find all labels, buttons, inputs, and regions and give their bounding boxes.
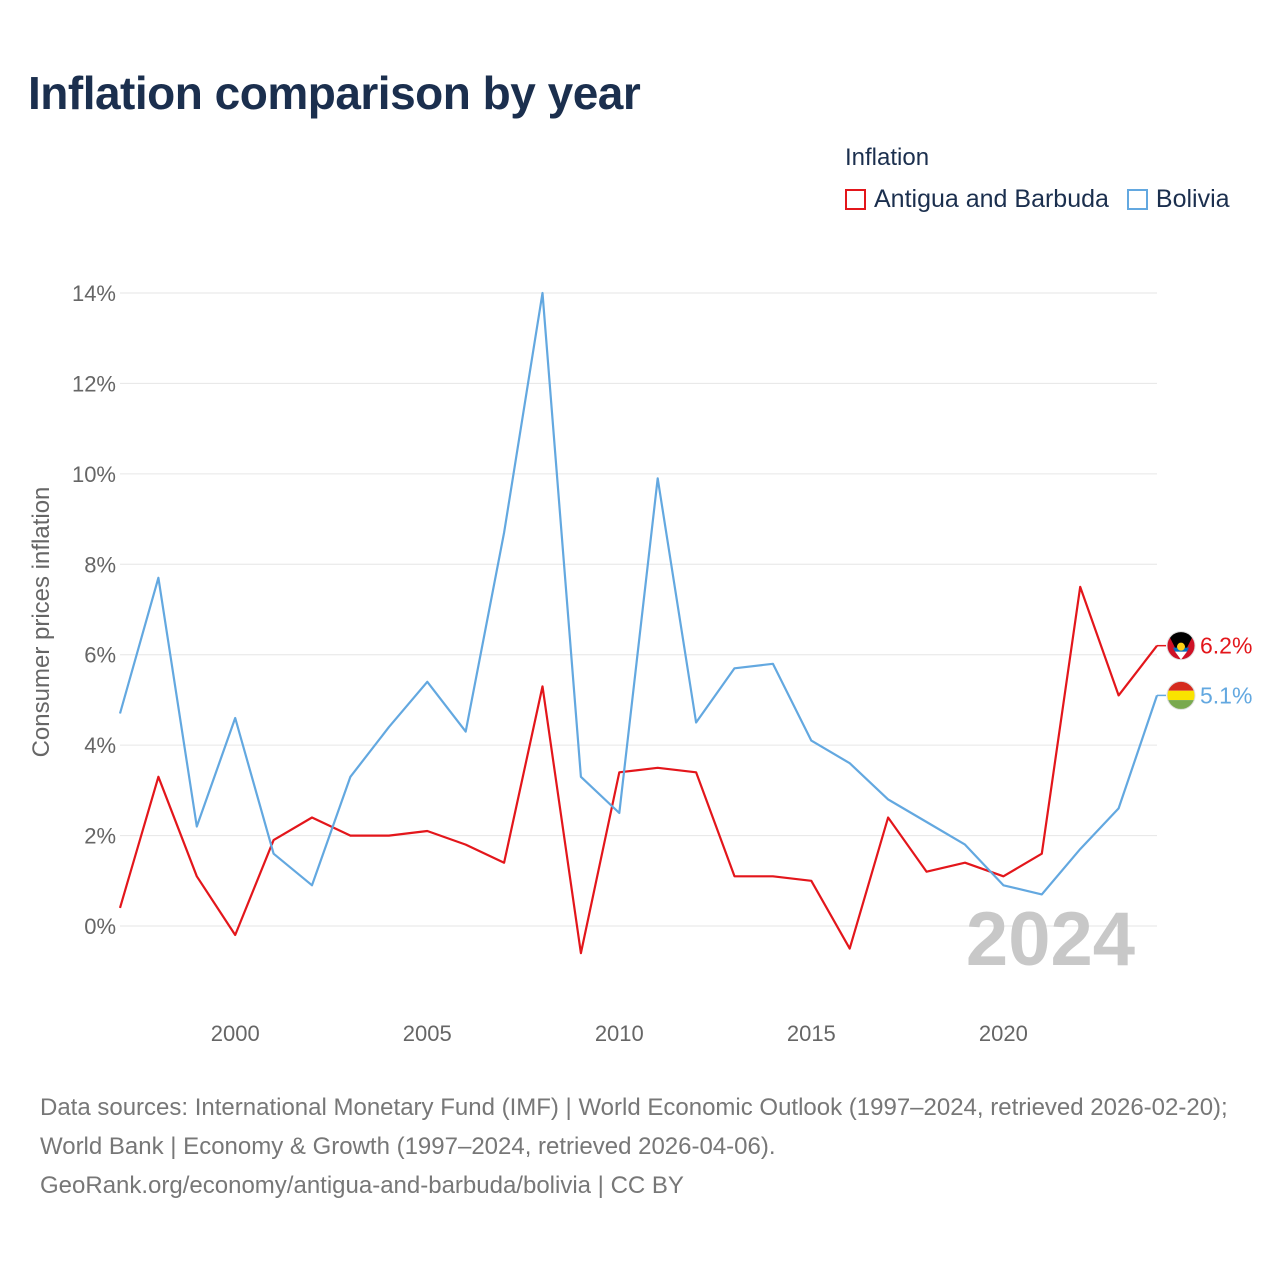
x-axis-ticks: 2000 2005 2010 2015 2020 <box>211 1021 1028 1046</box>
data-point-bolivia[interactable] <box>271 851 277 857</box>
data-point-bolivia[interactable] <box>463 729 469 735</box>
legend-label-bolivia: Bolivia <box>1155 185 1230 213</box>
data-point-antigua[interactable] <box>578 950 584 956</box>
series-lines <box>117 290 1159 956</box>
data-point-bolivia[interactable] <box>616 810 622 816</box>
y-tick-label: 0% <box>84 914 116 939</box>
footer: Data sources: International Monetary Fun… <box>40 1088 1250 1205</box>
data-point-antigua[interactable] <box>271 837 277 843</box>
legend-title: Inflation <box>845 144 930 171</box>
data-point-bolivia[interactable] <box>578 774 584 780</box>
y-tick-label: 14% <box>72 281 116 306</box>
end-value-label-bolivia: 5.1% <box>1200 682 1252 708</box>
y-tick-label: 12% <box>72 371 116 396</box>
data-point-antigua[interactable] <box>1039 851 1045 857</box>
data-point-bolivia[interactable] <box>386 724 392 730</box>
data-point-antigua[interactable] <box>885 814 891 820</box>
end-value-label-antigua: 6.2% <box>1200 633 1252 659</box>
data-point-bolivia[interactable] <box>808 738 814 744</box>
data-point-bolivia[interactable] <box>1039 891 1045 897</box>
bolivia-flag-icon <box>1166 680 1196 710</box>
data-point-antigua[interactable] <box>539 683 545 689</box>
series-line-antigua[interactable] <box>118 585 1158 955</box>
chart-title: Inflation comparison by year <box>28 67 641 119</box>
y-tick-label: 10% <box>72 462 116 487</box>
data-point-antigua[interactable] <box>424 828 430 834</box>
data-point-antigua[interactable] <box>962 860 968 866</box>
data-point-antigua[interactable] <box>347 833 353 839</box>
data-point-antigua[interactable] <box>1000 873 1006 879</box>
x-tick-label: 2020 <box>979 1021 1028 1046</box>
y-axis-ticks: 0% 2% 4% 6% 8% 10% 12% 14% <box>72 281 116 939</box>
x-tick-label: 2015 <box>787 1021 836 1046</box>
data-point-bolivia[interactable] <box>1116 805 1122 811</box>
year-watermark: 2024 <box>966 897 1135 982</box>
data-point-bolivia[interactable] <box>539 290 545 296</box>
data-point-antigua[interactable] <box>155 774 161 780</box>
data-point-bolivia[interactable] <box>155 575 161 581</box>
data-point-antigua[interactable] <box>770 873 776 879</box>
legend-swatch-antigua <box>845 189 866 210</box>
data-point-bolivia[interactable] <box>655 475 661 481</box>
data-point-bolivia[interactable] <box>732 665 738 671</box>
data-point-bolivia[interactable] <box>847 760 853 766</box>
data-point-antigua[interactable] <box>194 873 200 879</box>
data-point-bolivia[interactable] <box>424 679 430 685</box>
data-point-antigua[interactable] <box>463 842 469 848</box>
y-tick-label: 2% <box>84 824 116 849</box>
footer-sources: Data sources: International Monetary Fun… <box>40 1094 1228 1160</box>
data-point-antigua[interactable] <box>693 769 699 775</box>
data-point-bolivia[interactable] <box>885 796 891 802</box>
data-point-bolivia[interactable] <box>309 882 315 888</box>
x-tick-label: 2010 <box>595 1021 644 1046</box>
data-point-antigua[interactable] <box>808 878 814 884</box>
legend: Antigua and Barbuda Bolivia <box>845 185 1230 214</box>
data-point-antigua[interactable] <box>847 946 853 952</box>
y-tick-label: 8% <box>84 552 116 577</box>
data-point-antigua[interactable] <box>1116 692 1122 698</box>
legend-swatch-bolivia <box>1126 189 1148 210</box>
gridlines <box>120 292 1157 927</box>
line-chart: 0% 2% 4% 6% 8% 10% 12% 14% 2000 2005 2010 2015 2020… <box>72 281 1252 1046</box>
data-point-antigua[interactable] <box>117 905 123 911</box>
antigua-flag-icon <box>1166 631 1196 661</box>
data-point-bolivia[interactable] <box>1000 882 1006 888</box>
x-tick-label: 2000 <box>211 1021 260 1046</box>
x-tick-label: 2005 <box>403 1021 452 1046</box>
data-point-antigua[interactable] <box>616 769 622 775</box>
data-point-antigua[interactable] <box>655 765 661 771</box>
data-point-bolivia[interactable] <box>347 774 353 780</box>
data-point-antigua[interactable] <box>732 873 738 879</box>
legend-item-bolivia[interactable]: Bolivia <box>1126 185 1230 214</box>
data-point-antigua[interactable] <box>232 932 238 938</box>
data-point-antigua[interactable] <box>1077 584 1083 590</box>
data-point-bolivia[interactable] <box>232 715 238 721</box>
data-point-antigua[interactable] <box>386 833 392 839</box>
legend-item-antigua[interactable]: Antigua and Barbuda <box>845 185 1109 214</box>
footer-credit[interactable]: GeoRank.org/economy/antigua-and-barbuda/… <box>40 1172 684 1199</box>
data-point-antigua[interactable] <box>924 869 930 875</box>
y-tick-label: 4% <box>84 733 116 758</box>
end-labels: 6.2% 5.1% <box>1157 631 1252 710</box>
data-point-bolivia[interactable] <box>194 824 200 830</box>
data-point-bolivia[interactable] <box>501 530 507 536</box>
data-point-bolivia[interactable] <box>924 819 930 825</box>
data-point-bolivia[interactable] <box>770 661 776 667</box>
data-point-bolivia[interactable] <box>962 842 968 848</box>
y-tick-label: 6% <box>84 643 116 668</box>
data-point-bolivia[interactable] <box>117 710 123 716</box>
legend-label-antigua: Antigua and Barbuda <box>874 185 1109 213</box>
data-point-antigua[interactable] <box>309 814 315 820</box>
data-point-antigua[interactable] <box>501 860 507 866</box>
data-point-bolivia[interactable] <box>693 720 699 726</box>
series-line-bolivia[interactable] <box>118 291 1159 896</box>
data-point-bolivia[interactable] <box>1077 846 1083 852</box>
